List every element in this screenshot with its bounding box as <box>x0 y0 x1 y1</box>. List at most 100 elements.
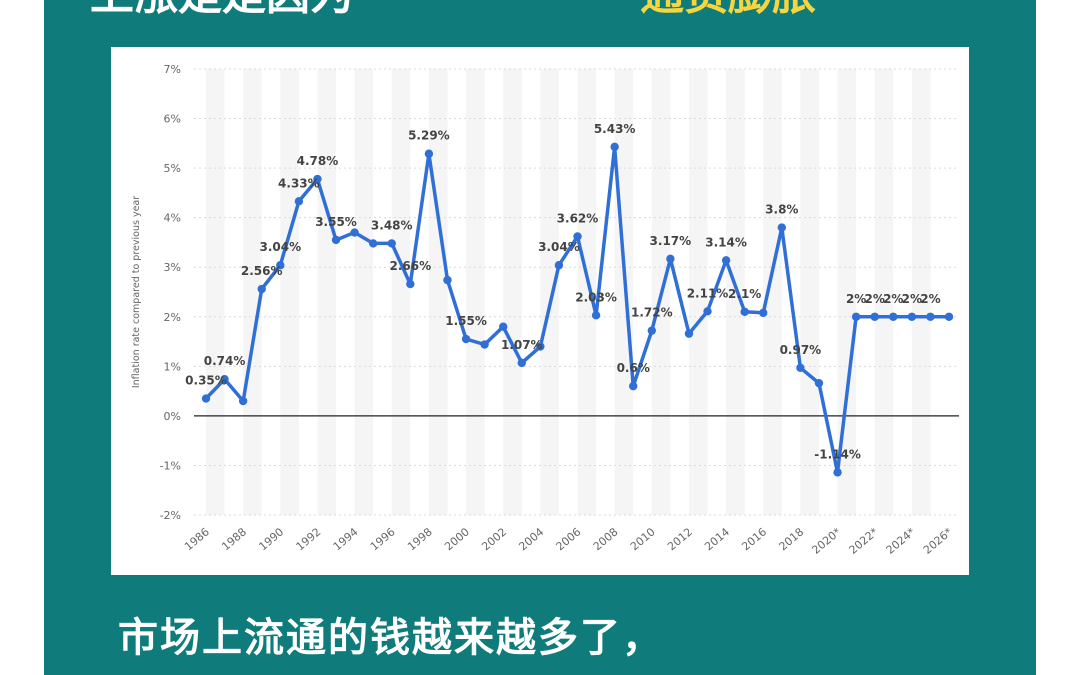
y-tick-label: 7% <box>164 63 181 76</box>
inflation-line-chart: -2%-1%0%1%2%3%4%5%6%7% 1986 1988 1990 1992 1… <box>131 63 959 557</box>
data-point <box>796 363 805 373</box>
data-label: 4.78% <box>297 154 339 168</box>
data-label: 0.74% <box>204 354 246 368</box>
grid-lines <box>194 68 959 516</box>
data-label: 0.35% <box>185 374 227 388</box>
x-tick-label: 1988 <box>219 525 249 553</box>
y-tick-label: -2% <box>160 509 181 522</box>
x-tick-label: 2026* <box>921 525 955 557</box>
data-point <box>406 279 415 289</box>
year-band <box>874 69 894 515</box>
data-label: 2% <box>883 292 903 306</box>
y-tick-label: 6% <box>164 113 181 126</box>
data-point <box>703 307 712 316</box>
year-band <box>763 69 782 515</box>
x-tick-label: 2022* <box>847 525 881 557</box>
data-point <box>461 334 471 344</box>
x-tick-label: 2000 <box>442 525 472 553</box>
x-tick-label: 2018 <box>777 525 807 553</box>
data-point <box>424 149 434 158</box>
x-tick-label: 1986 <box>182 525 212 553</box>
data-point <box>257 284 266 294</box>
data-point <box>499 322 508 331</box>
data-labels: 0.35% 0.74% 2.56% 3.04% 4.33% 4.78% 3.55% 3.48%… <box>185 122 940 462</box>
year-band <box>540 69 559 515</box>
data-point <box>554 261 564 270</box>
year-band <box>503 69 522 515</box>
x-tick-label: 1996 <box>368 525 398 553</box>
data-point <box>238 396 248 406</box>
data-point <box>536 342 545 351</box>
year-band <box>280 69 299 515</box>
data-label: 2.1% <box>728 287 761 301</box>
year-band <box>391 69 411 515</box>
x-tick-label: 2020* <box>809 525 843 557</box>
y-tick-label: 2% <box>164 311 181 324</box>
data-label: -1.14% <box>814 447 861 461</box>
y-tick-label: 5% <box>164 162 181 175</box>
data-point <box>387 239 396 248</box>
caption-text: 市场上流通的钱越来越多了， <box>118 615 664 661</box>
data-label: 5.43% <box>594 122 636 136</box>
data-label: 3.04% <box>259 240 301 254</box>
data-label: 0.6% <box>617 361 650 375</box>
data-point <box>833 468 842 477</box>
data-label: 3.8% <box>765 203 798 217</box>
data-point <box>331 235 341 245</box>
data-point <box>276 261 285 270</box>
data-label: 3.17% <box>650 234 692 248</box>
data-point <box>740 307 749 317</box>
data-label: 1.72% <box>631 306 673 320</box>
data-point <box>573 232 582 241</box>
x-tick-label: 1990 <box>256 525 286 553</box>
headline: 上涨是是因为 通货膨胀 <box>60 0 1020 18</box>
data-point <box>350 228 359 237</box>
year-band <box>614 69 634 515</box>
data-label: 2% <box>865 292 885 306</box>
year-band <box>800 69 819 515</box>
data-point <box>926 312 935 321</box>
data-label: 2% <box>902 292 922 306</box>
data-label: 5.29% <box>408 129 450 143</box>
y-axis-label: Inflation rate compared to previous year <box>131 196 142 388</box>
data-point <box>220 375 229 384</box>
data-point <box>851 312 861 321</box>
data-point <box>201 394 211 403</box>
data-point <box>443 275 452 285</box>
x-tick-label: 1994 <box>331 525 361 553</box>
data-label: 1.55% <box>445 314 487 328</box>
x-tick-label: 1992 <box>294 525 324 553</box>
data-label: 2.66% <box>390 259 432 273</box>
data-point <box>870 312 879 321</box>
year-band <box>726 69 745 515</box>
x-tick-label: 2016 <box>739 525 769 553</box>
y-tick-label: 3% <box>164 261 181 274</box>
year-band <box>354 69 374 515</box>
y-tick-label: 0% <box>164 410 181 423</box>
data-point <box>777 223 787 232</box>
data-point <box>610 142 619 152</box>
x-tick-label: 2024* <box>884 525 918 557</box>
data-point <box>944 312 954 321</box>
year-band <box>911 69 931 515</box>
chart-card: -2% -1% 0% 1% 2% 3% 4% 5% 6% 7% 1986 1988 1990 1992 1… <box>111 47 969 575</box>
data-label: 3.48% <box>371 218 413 232</box>
x-tick-label: 1998 <box>405 525 435 553</box>
year-band <box>466 69 485 515</box>
data-label: 2.03% <box>575 290 617 304</box>
year-band <box>837 69 857 515</box>
y-tick-labels: -2% -1% 0% 1% 2% 3% 4% 5% 6% 7% <box>160 63 181 522</box>
y-tick-label: -1% <box>160 459 181 472</box>
x-tick-label: 2014 <box>702 525 732 553</box>
data-point <box>889 312 898 321</box>
x-tick-labels: 1986 1988 1990 1992 1994 1996 1998 2000 2002 2004… <box>182 525 955 557</box>
year-band <box>688 69 708 515</box>
data-label: 3.14% <box>705 235 747 249</box>
data-label: 3.04% <box>538 240 580 254</box>
data-point <box>517 358 526 368</box>
data-point <box>759 308 768 318</box>
data-label: 2% <box>846 292 866 306</box>
data-label: 3.55% <box>315 215 357 229</box>
headline-white-text: 上涨是是因为 <box>90 0 354 18</box>
data-label: 1.07% <box>501 338 543 352</box>
